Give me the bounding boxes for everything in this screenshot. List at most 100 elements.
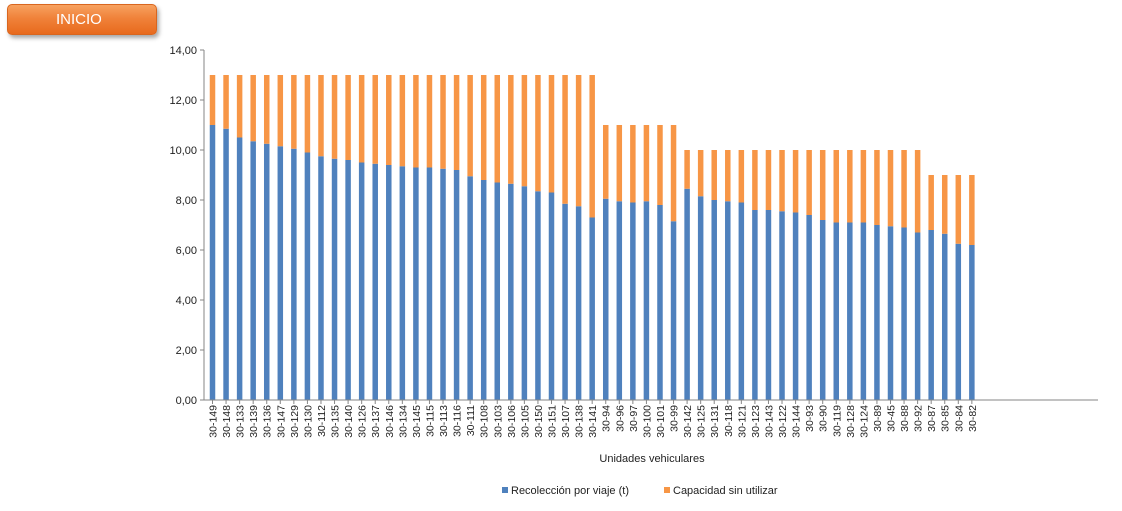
x-tick-label: 30-103 xyxy=(492,405,504,438)
x-tick-label: 30-97 xyxy=(628,405,640,432)
bar-recoleccion xyxy=(535,191,541,400)
x-tick-label: 30-88 xyxy=(899,405,911,432)
bar-recoleccion xyxy=(765,210,772,400)
bar-capacidad-sin-utilizar xyxy=(535,75,541,192)
x-tick-label: 30-133 xyxy=(235,405,247,438)
bar-capacidad-sin-utilizar xyxy=(806,150,812,215)
x-tick-label: 30-111 xyxy=(465,405,477,436)
bar-recoleccion xyxy=(670,221,677,400)
bar-capacidad-sin-utilizar xyxy=(263,75,270,144)
x-tick-label: 30-146 xyxy=(384,405,396,438)
x-tick-label: 30-123 xyxy=(750,405,762,438)
bar-recoleccion xyxy=(711,200,717,400)
bar-recoleccion xyxy=(562,203,568,400)
bar-capacidad-sin-utilizar xyxy=(969,175,975,245)
bar-recoleccion xyxy=(725,201,731,400)
bar-capacidad-sin-utilizar xyxy=(386,75,392,165)
bar-capacidad-sin-utilizar xyxy=(941,175,948,234)
bar-capacidad-sin-utilizar xyxy=(304,75,311,153)
x-tick-label: 30-113 xyxy=(438,405,450,437)
x-tick-label: 30-101 xyxy=(655,405,667,438)
y-tick-label: 6,00 xyxy=(176,245,197,257)
x-tick-label: 30-145 xyxy=(411,405,423,438)
bar-recoleccion xyxy=(928,230,934,400)
x-tick-label: 30-85 xyxy=(940,405,952,432)
x-tick-label: 30-121 xyxy=(736,405,748,438)
x-tick-label: 30-118 xyxy=(723,405,735,437)
x-tick-label: 30-143 xyxy=(763,405,775,438)
x-tick-label: 30-100 xyxy=(641,405,653,438)
bar-capacidad-sin-utilizar xyxy=(901,150,907,228)
bar-recoleccion xyxy=(792,212,799,400)
bar-recoleccion xyxy=(819,220,826,400)
bar-capacidad-sin-utilizar xyxy=(236,75,243,138)
bar-capacidad-sin-utilizar xyxy=(657,125,663,205)
x-tick-label: 30-92 xyxy=(913,405,925,432)
bar-recoleccion xyxy=(521,186,528,400)
bar-capacidad-sin-utilizar xyxy=(440,75,446,169)
bar-capacidad-sin-utilizar xyxy=(616,125,623,202)
bar-recoleccion xyxy=(318,156,324,400)
x-tick-label: 30-87 xyxy=(926,405,938,432)
bar-capacidad-sin-utilizar xyxy=(589,75,595,218)
bar-capacidad-sin-utilizar xyxy=(318,75,324,157)
bar-capacidad-sin-utilizar xyxy=(630,125,636,203)
x-tick-label: 30-150 xyxy=(533,405,545,438)
bar-capacidad-sin-utilizar xyxy=(928,175,934,230)
bar-recoleccion xyxy=(358,162,365,400)
bar-capacidad-sin-utilizar xyxy=(819,150,826,220)
bar-recoleccion xyxy=(440,168,446,400)
x-tick-label: 30-119 xyxy=(831,405,843,437)
bar-capacidad-sin-utilizar xyxy=(426,75,433,168)
bar-capacidad-sin-utilizar xyxy=(643,125,650,202)
x-tick-label: 30-122 xyxy=(777,405,789,438)
y-tick-label: 10,00 xyxy=(169,145,197,157)
bar-recoleccion xyxy=(684,188,690,400)
bar-recoleccion xyxy=(548,192,555,400)
bar-capacidad-sin-utilizar xyxy=(602,125,609,199)
legend: Recolección por viaje (t) Capacidad sin u… xyxy=(502,485,778,497)
bar-capacidad-sin-utilizar xyxy=(521,75,528,187)
bar-recoleccion xyxy=(331,158,338,400)
bar-recoleccion xyxy=(494,182,501,400)
bar-capacidad-sin-utilizar xyxy=(914,150,921,233)
x-tick-label: 30-151 xyxy=(547,405,559,438)
x-axis-title: Unidades vehiculares xyxy=(599,453,705,465)
inicio-button[interactable]: INICIO xyxy=(7,4,157,35)
y-tick-label: 4,00 xyxy=(176,295,197,307)
bar-recoleccion xyxy=(453,170,460,400)
x-tick-label: 30-126 xyxy=(357,405,369,438)
x-tick-label: 30-115 xyxy=(424,405,436,437)
bar-capacidad-sin-utilizar xyxy=(372,75,378,164)
bar-recoleccion xyxy=(847,222,853,400)
bar-recoleccion xyxy=(752,210,758,400)
x-tick-label: 30-124 xyxy=(858,405,870,438)
bar-recoleccion xyxy=(589,217,595,400)
x-tick-label: 30-141 xyxy=(587,405,599,438)
y-tick-label: 2,00 xyxy=(176,345,197,357)
bar-recoleccion xyxy=(887,226,894,400)
bar-capacidad-sin-utilizar xyxy=(291,75,297,149)
x-tick-label: 30-82 xyxy=(967,405,979,432)
bar-recoleccion xyxy=(223,128,229,400)
x-tick-label: 30-107 xyxy=(560,405,572,438)
bar-capacidad-sin-utilizar xyxy=(250,75,256,142)
bar-recoleccion xyxy=(901,227,907,400)
bar-recoleccion xyxy=(738,202,745,400)
x-tick-label: 30-140 xyxy=(343,405,355,438)
x-tick-label: 30-116 xyxy=(452,405,464,437)
x-tick-label: 30-131 xyxy=(709,405,721,438)
bar-recoleccion xyxy=(291,148,297,400)
bar-capacidad-sin-utilizar xyxy=(725,150,731,202)
y-tick-label: 12,00 xyxy=(169,95,197,107)
x-tick-label: 30-147 xyxy=(275,405,287,438)
x-tick-label: 30-106 xyxy=(506,405,518,438)
bar-recoleccion xyxy=(779,211,785,400)
bar-recoleccion xyxy=(426,167,433,400)
x-tick-label: 30-45 xyxy=(886,405,898,432)
bar-capacidad-sin-utilizar xyxy=(467,75,473,177)
bar-recoleccion xyxy=(304,152,311,400)
x-tick-label: 30-144 xyxy=(791,405,803,438)
bar-recoleccion xyxy=(413,167,419,400)
bar-capacidad-sin-utilizar xyxy=(779,150,785,212)
